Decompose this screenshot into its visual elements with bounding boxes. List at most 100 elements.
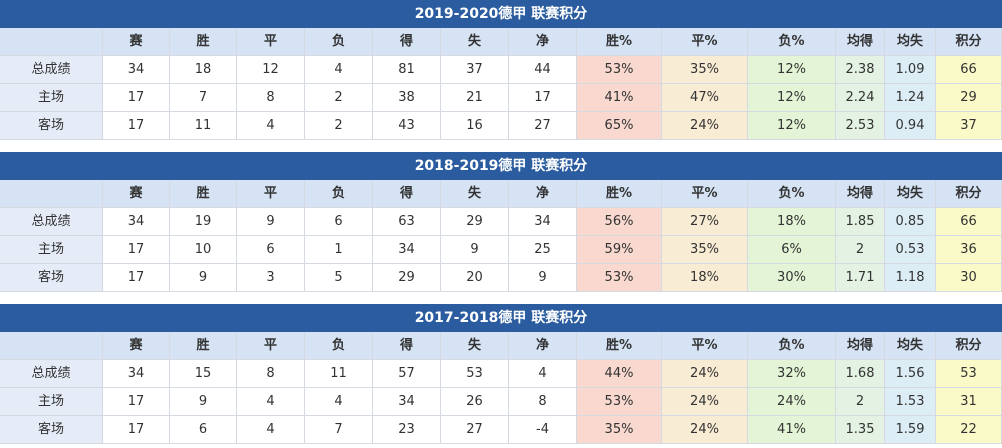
data-cell: 1.53 — [885, 388, 936, 416]
data-cell: 34 — [509, 208, 577, 236]
header-cell: 赛 — [103, 332, 170, 360]
header-cell — [0, 332, 103, 360]
data-cell: 17 — [103, 388, 170, 416]
data-cell: 4 — [237, 112, 305, 140]
data-cell: 1.24 — [885, 84, 936, 112]
score-table: 2019-2020德甲 联赛积分赛胜平负得失净胜% 平% 负% 均得 均失 积分 总成绩 34… — [0, 0, 1002, 140]
data-cell: 19 — [170, 208, 237, 236]
data-cell: 0.53 — [885, 236, 936, 264]
data-cell: 24% — [662, 388, 748, 416]
data-cell: 34 — [373, 388, 441, 416]
data-cell: 7 — [170, 84, 237, 112]
data-cell: 7 — [305, 416, 373, 444]
data-cell: 6 — [305, 208, 373, 236]
data-cell: 41% — [748, 416, 836, 444]
table-title: 2018-2019德甲 联赛积分 — [0, 152, 1002, 180]
data-cell: 29 — [373, 264, 441, 292]
header-cell: 得 — [373, 180, 441, 208]
data-cell: 12 — [237, 56, 305, 84]
data-cell: 0.94 — [885, 112, 936, 140]
data-cell: 34 — [103, 208, 170, 236]
data-cell: 2.24 — [836, 84, 885, 112]
data-cell: 38 — [373, 84, 441, 112]
row-label: 主场 — [0, 388, 103, 416]
row-label: 总成绩 — [0, 56, 103, 84]
data-cell: 30% — [748, 264, 836, 292]
data-cell: 44 — [509, 56, 577, 84]
data-cell: 35% — [577, 416, 662, 444]
data-cell: 8 — [237, 360, 305, 388]
header-cell: 均失 — [885, 332, 936, 360]
data-cell: 6% — [748, 236, 836, 264]
data-cell: 17 — [103, 416, 170, 444]
data-cell: 17 — [103, 264, 170, 292]
data-cell: 21 — [441, 84, 509, 112]
data-cell: 27 — [441, 416, 509, 444]
header-cell: 赛 — [103, 28, 170, 56]
data-cell: 59% — [577, 236, 662, 264]
table-title: 2019-2020德甲 联赛积分 — [0, 0, 1002, 28]
data-cell: 43 — [373, 112, 441, 140]
data-cell: 4 — [237, 416, 305, 444]
header-cell: 负 — [305, 28, 373, 56]
data-cell: 34 — [103, 360, 170, 388]
data-cell: 65% — [577, 112, 662, 140]
data-cell: 12% — [748, 84, 836, 112]
data-cell: 23 — [373, 416, 441, 444]
header-cell: 平% — [662, 28, 748, 56]
data-cell: 27 — [509, 112, 577, 140]
data-cell: 9 — [170, 388, 237, 416]
data-cell: 44% — [577, 360, 662, 388]
data-cell: 57 — [373, 360, 441, 388]
header-cell: 均失 — [885, 28, 936, 56]
data-cell: 53 — [936, 360, 1002, 388]
data-cell: 2.38 — [836, 56, 885, 84]
data-cell: 53 — [441, 360, 509, 388]
data-cell: 10 — [170, 236, 237, 264]
header-cell: 负% — [748, 28, 836, 56]
data-cell: 22 — [936, 416, 1002, 444]
data-cell: 8 — [509, 388, 577, 416]
header-cell: 胜% — [577, 28, 662, 56]
header-cell: 失 — [441, 332, 509, 360]
data-cell: 4 — [305, 388, 373, 416]
data-cell: 16 — [441, 112, 509, 140]
data-cell: 29 — [936, 84, 1002, 112]
data-cell: 1.59 — [885, 416, 936, 444]
data-cell: 37 — [441, 56, 509, 84]
header-cell: 胜 — [170, 28, 237, 56]
header-cell: 积分 — [936, 332, 1002, 360]
data-cell: 56% — [577, 208, 662, 236]
data-cell: 1.56 — [885, 360, 936, 388]
data-cell: 3 — [237, 264, 305, 292]
row-label: 客场 — [0, 416, 103, 444]
data-cell: 53% — [577, 264, 662, 292]
row-label: 总成绩 — [0, 208, 103, 236]
data-cell: 17 — [103, 84, 170, 112]
data-cell: 11 — [170, 112, 237, 140]
data-cell: 24% — [662, 416, 748, 444]
header-cell: 负 — [305, 332, 373, 360]
data-cell: 24% — [662, 360, 748, 388]
header-cell: 胜% — [577, 180, 662, 208]
header-cell: 均得 — [836, 28, 885, 56]
data-cell: 1 — [305, 236, 373, 264]
data-cell: 9 — [170, 264, 237, 292]
data-cell: 5 — [305, 264, 373, 292]
data-cell: 37 — [936, 112, 1002, 140]
score-table: 2018-2019德甲 联赛积分赛胜平负得失净胜% 平% 负% 均得 均失 积分 总成绩 34… — [0, 152, 1002, 292]
data-cell: 2 — [305, 84, 373, 112]
score-table: 2017-2018德甲 联赛积分赛胜平负得失净胜% 平% 负% 均得 均失 积分 总成绩 34… — [0, 304, 1002, 444]
data-cell: 2 — [305, 112, 373, 140]
data-cell: 35% — [662, 56, 748, 84]
data-cell: 17 — [509, 84, 577, 112]
table-title: 2017-2018德甲 联赛积分 — [0, 304, 1002, 332]
header-cell: 负 — [305, 180, 373, 208]
row-label: 主场 — [0, 84, 103, 112]
data-cell: 66 — [936, 208, 1002, 236]
data-cell: 66 — [936, 56, 1002, 84]
data-cell: 6 — [237, 236, 305, 264]
header-cell: 胜 — [170, 332, 237, 360]
header-cell: 净 — [509, 28, 577, 56]
